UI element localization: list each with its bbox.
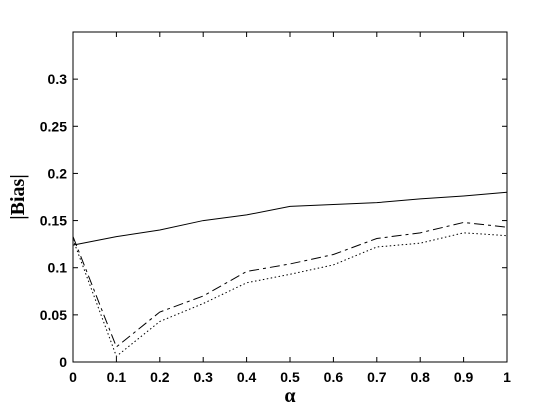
x-tick-label: 0.8 — [410, 369, 430, 385]
line-series — [72, 221, 508, 348]
x-tick-label: 0.6 — [324, 369, 344, 385]
x-tick-label: 0.7 — [367, 369, 387, 385]
line-series — [72, 232, 508, 358]
x-tick-label: 0.3 — [193, 369, 213, 385]
y-tick-label: 0.15 — [40, 213, 67, 229]
x-tick-label: 0.2 — [150, 369, 170, 385]
y-tick-label: 0.3 — [48, 71, 68, 87]
x-tick-label: 0.5 — [280, 369, 300, 385]
x-tick-label: 0.9 — [454, 369, 474, 385]
y-tick-label: 0.25 — [40, 118, 67, 134]
x-axis-label: α — [284, 385, 295, 407]
y-tick-label: 0 — [59, 354, 67, 370]
x-tick-label: 0.4 — [237, 369, 257, 385]
y-tick-label: 0.05 — [40, 307, 67, 323]
y-tick-label: 0.1 — [48, 260, 68, 276]
line-series — [72, 191, 508, 246]
x-tick-label: 0.1 — [107, 369, 127, 385]
x-tick-label: 0 — [69, 369, 77, 385]
plot-frame — [72, 31, 508, 363]
x-tick-label: 1 — [503, 369, 511, 385]
y-axis-label: |Bias| — [7, 174, 29, 220]
y-tick-label: 0.2 — [48, 165, 68, 181]
